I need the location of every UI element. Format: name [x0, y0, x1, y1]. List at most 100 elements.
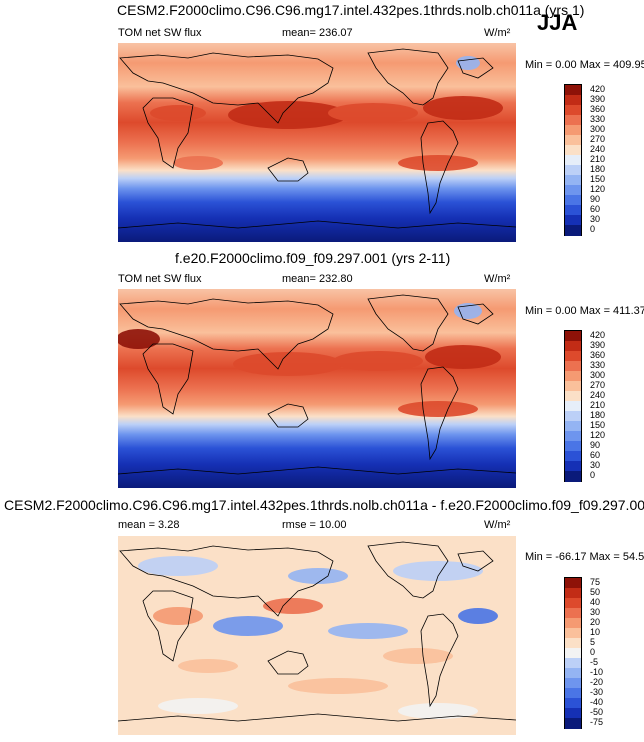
colorbar-swatch: [565, 648, 581, 659]
panel-1-colorbar-swatches: [564, 84, 582, 236]
colorbar-tick-label: 390: [590, 340, 606, 350]
panel-3-anomalies: [138, 556, 498, 719]
colorbar-tick-label: 40: [590, 597, 601, 607]
panel-2-minmax: Min = 0.00 Max = 411.37: [525, 305, 644, 317]
colorbar-swatch: [565, 608, 581, 619]
colorbar-swatch: [565, 471, 581, 482]
colorbar-swatch: [565, 411, 581, 422]
colorbar-tick-label: 60: [590, 204, 601, 214]
panel-3-colorbar: 75 50 40 30 20 10 5 0 -5 -10 -20 -30 -40 -50 -75: [564, 577, 603, 729]
panel-1-map: [118, 43, 516, 242]
colorbar-tick-label: -30: [590, 687, 604, 697]
colorbar-tick-label: 180: [590, 410, 606, 420]
colorbar-swatch: [565, 381, 581, 392]
colorbar-swatch: [565, 351, 581, 362]
colorbar-tick-label: 0: [590, 470, 596, 480]
panel-1-variable-label: TOM net SW flux: [118, 27, 202, 39]
panel-2-colorbar: 420 390 360 330 300 270 240 210 180 150 120 90 60 30 0: [564, 330, 605, 482]
colorbar-swatch: [565, 431, 581, 442]
panel-2-units: W/m²: [484, 273, 511, 285]
colorbar-swatch: [565, 598, 581, 609]
panel-2-colorbar-swatches: [564, 330, 582, 482]
colorbar-swatch: [565, 698, 581, 709]
colorbar-tick-label: 75: [590, 577, 601, 587]
colorbar-tick-label: 60: [590, 450, 601, 460]
colorbar-tick-label: 0: [590, 224, 596, 234]
colorbar-tick-label: -10: [590, 667, 604, 677]
panel-2-variable-label: TOM net SW flux: [118, 273, 202, 285]
colorbar-tick-label: 300: [590, 370, 606, 380]
colorbar-swatch: [565, 588, 581, 599]
colorbar-swatch: [565, 195, 581, 206]
panel-3-mean-label: mean = 3.28: [118, 519, 180, 531]
colorbar-tick-label: 240: [590, 390, 606, 400]
colorbar-swatch: [565, 95, 581, 106]
colorbar-tick-label: 120: [590, 184, 606, 194]
colorbar-swatch: [565, 125, 581, 136]
colorbar-tick-label: -40: [590, 697, 604, 707]
colorbar-swatch: [565, 145, 581, 156]
colorbar-tick-label: 30: [590, 460, 601, 470]
panel-3-title: CESM2.F2000climo.C96.C96.mg17.intel.432p…: [4, 497, 644, 513]
panel-1-mean-label: mean= 236.07: [282, 27, 353, 39]
colorbar-tick-label: 360: [590, 104, 606, 114]
colorbar-tick-label: -75: [590, 717, 604, 727]
colorbar-tick-label: 330: [590, 114, 606, 124]
colorbar-swatch: [565, 718, 581, 729]
colorbar-tick-label: 420: [590, 330, 606, 340]
colorbar-swatch: [565, 341, 581, 352]
colorbar-tick-label: 50: [590, 587, 601, 597]
panel-1-field: [118, 43, 516, 242]
colorbar-swatch: [565, 451, 581, 462]
panel-2-mean-label: mean= 232.80: [282, 273, 353, 285]
colorbar-swatch: [565, 371, 581, 382]
colorbar-swatch: [565, 135, 581, 146]
colorbar-tick-label: -20: [590, 677, 604, 687]
colorbar-swatch: [565, 361, 581, 372]
panel-2-map: [118, 289, 516, 488]
colorbar-swatch: [565, 225, 581, 236]
colorbar-swatch: [565, 175, 581, 186]
colorbar-swatch: [565, 421, 581, 432]
colorbar-swatch: [565, 628, 581, 639]
colorbar-swatch: [565, 401, 581, 412]
colorbar-swatch: [565, 185, 581, 196]
colorbar-swatch: [565, 668, 581, 679]
colorbar-swatch: [565, 708, 581, 719]
panel-1-units: W/m²: [484, 27, 511, 39]
colorbar-tick-label: 330: [590, 360, 606, 370]
colorbar-tick-label: 270: [590, 380, 606, 390]
colorbar-swatch: [565, 391, 581, 402]
colorbar-swatch: [565, 105, 581, 116]
colorbar-tick-label: 0: [590, 647, 596, 657]
colorbar-swatch: [565, 115, 581, 126]
colorbar-tick-label: 240: [590, 144, 606, 154]
colorbar-swatch: [565, 165, 581, 176]
panel-3-map: [118, 536, 516, 735]
panel-2-title: f.e20.F2000climo.f09_f09.297.001 (yrs 2-…: [175, 250, 451, 266]
colorbar-tick-label: 210: [590, 154, 606, 164]
colorbar-tick-label: 90: [590, 440, 601, 450]
colorbar-tick-label: -5: [590, 657, 599, 667]
colorbar-swatch: [565, 205, 581, 216]
colorbar-tick-label: 360: [590, 350, 606, 360]
panel-3-colorbar-swatches: [564, 577, 582, 729]
panel-3-rmse-label: rmse = 10.00: [282, 519, 347, 531]
colorbar-tick-label: 150: [590, 174, 606, 184]
panel-2-coastlines: [118, 294, 516, 475]
season-label: JJA: [537, 10, 578, 35]
colorbar-tick-label: 150: [590, 420, 606, 430]
colorbar-swatch: [565, 441, 581, 452]
panel-1-title: CESM2.F2000climo.C96.C96.mg17.intel.432p…: [117, 2, 585, 18]
colorbar-tick-label: 20: [590, 617, 601, 627]
colorbar-tick-label: 5: [590, 637, 596, 647]
colorbar-swatch: [565, 461, 581, 472]
colorbar-swatch: [565, 215, 581, 226]
colorbar-swatch: [565, 85, 581, 96]
colorbar-swatch: [565, 638, 581, 649]
colorbar-tick-label: 390: [590, 94, 606, 104]
panel-3-units: W/m²: [484, 519, 511, 531]
colorbar-tick-label: 120: [590, 430, 606, 440]
colorbar-tick-label: 10: [590, 627, 601, 637]
panel-1-colorbar: 420 390 360 330 300 270 240 210 180 150 120 90 60 30 0: [564, 84, 605, 236]
